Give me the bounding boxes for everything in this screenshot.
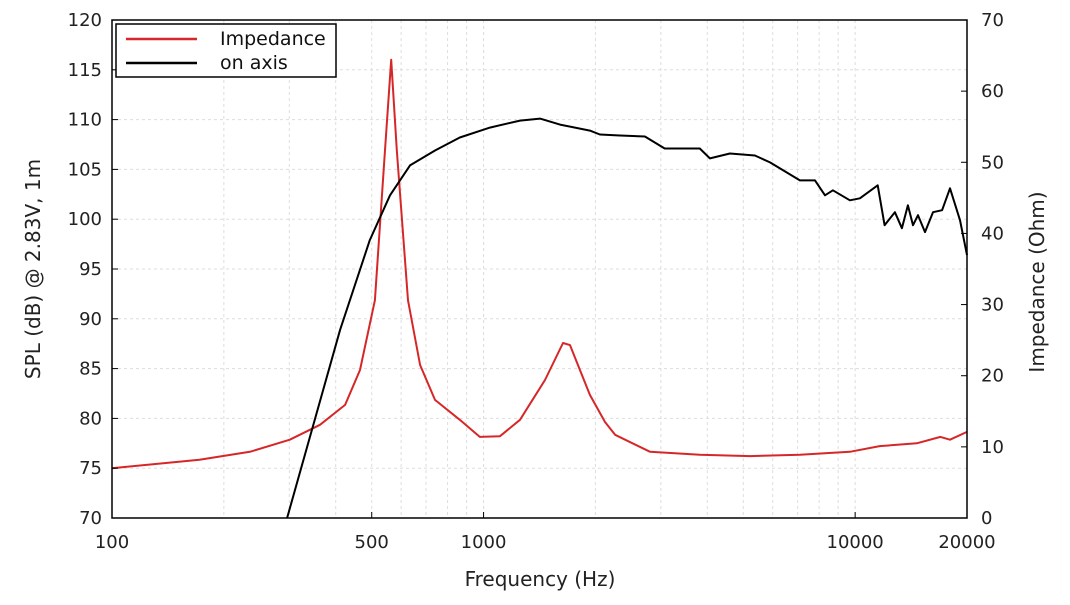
y2-axis-label: Impedance (Ohm) [1025, 191, 1049, 372]
series-line-impedance [111, 58, 968, 470]
y-axis-label: SPL (dB) @ 2.83V, 1m [21, 159, 45, 379]
x-axis-label: Frequency (Hz) [465, 567, 616, 591]
y-tick-label: 90 [79, 309, 102, 330]
ticks: 100 500 1000 10000 2000070758085909510010511… [68, 10, 1004, 553]
x-tick-label: 20000 [938, 532, 995, 553]
x-tick-label: 10000 [827, 532, 884, 553]
series-layer [111, 58, 968, 519]
grid [112, 19, 967, 519]
x-tick-label: 100 [95, 532, 129, 553]
y2-tick-label: 20 [981, 366, 1004, 387]
legend: Impedance on axis [115, 23, 337, 78]
legend-label-impedance: Impedance [220, 28, 326, 50]
x-tick-label: 1000 [461, 532, 507, 553]
legend-label-on-axis: on axis [220, 52, 288, 74]
y2-tick-label: 60 [981, 81, 1004, 102]
legend-box [115, 23, 337, 78]
y2-tick-label: 30 [981, 295, 1004, 316]
y2-tick-label: 70 [981, 10, 1004, 31]
y-tick-label: 85 [79, 359, 102, 380]
y-tick-label: 110 [68, 110, 102, 131]
y-tick-label: 95 [79, 259, 102, 280]
y2-tick-label: 10 [981, 437, 1004, 458]
y-tick-label: 115 [68, 60, 102, 81]
y-tick-label: 100 [68, 209, 102, 230]
y-tick-label: 105 [68, 159, 102, 180]
y2-tick-label: 0 [981, 508, 992, 529]
y2-tick-label: 50 [981, 152, 1004, 173]
series-line-on-axis [286, 117, 968, 519]
y2-tick-label: 40 [981, 223, 1004, 244]
y-tick-label: 120 [68, 10, 102, 31]
y-tick-label: 75 [79, 458, 102, 479]
x-tick-label: 500 [355, 532, 389, 553]
y-tick-label: 70 [79, 508, 102, 529]
y-tick-label: 80 [79, 408, 102, 429]
